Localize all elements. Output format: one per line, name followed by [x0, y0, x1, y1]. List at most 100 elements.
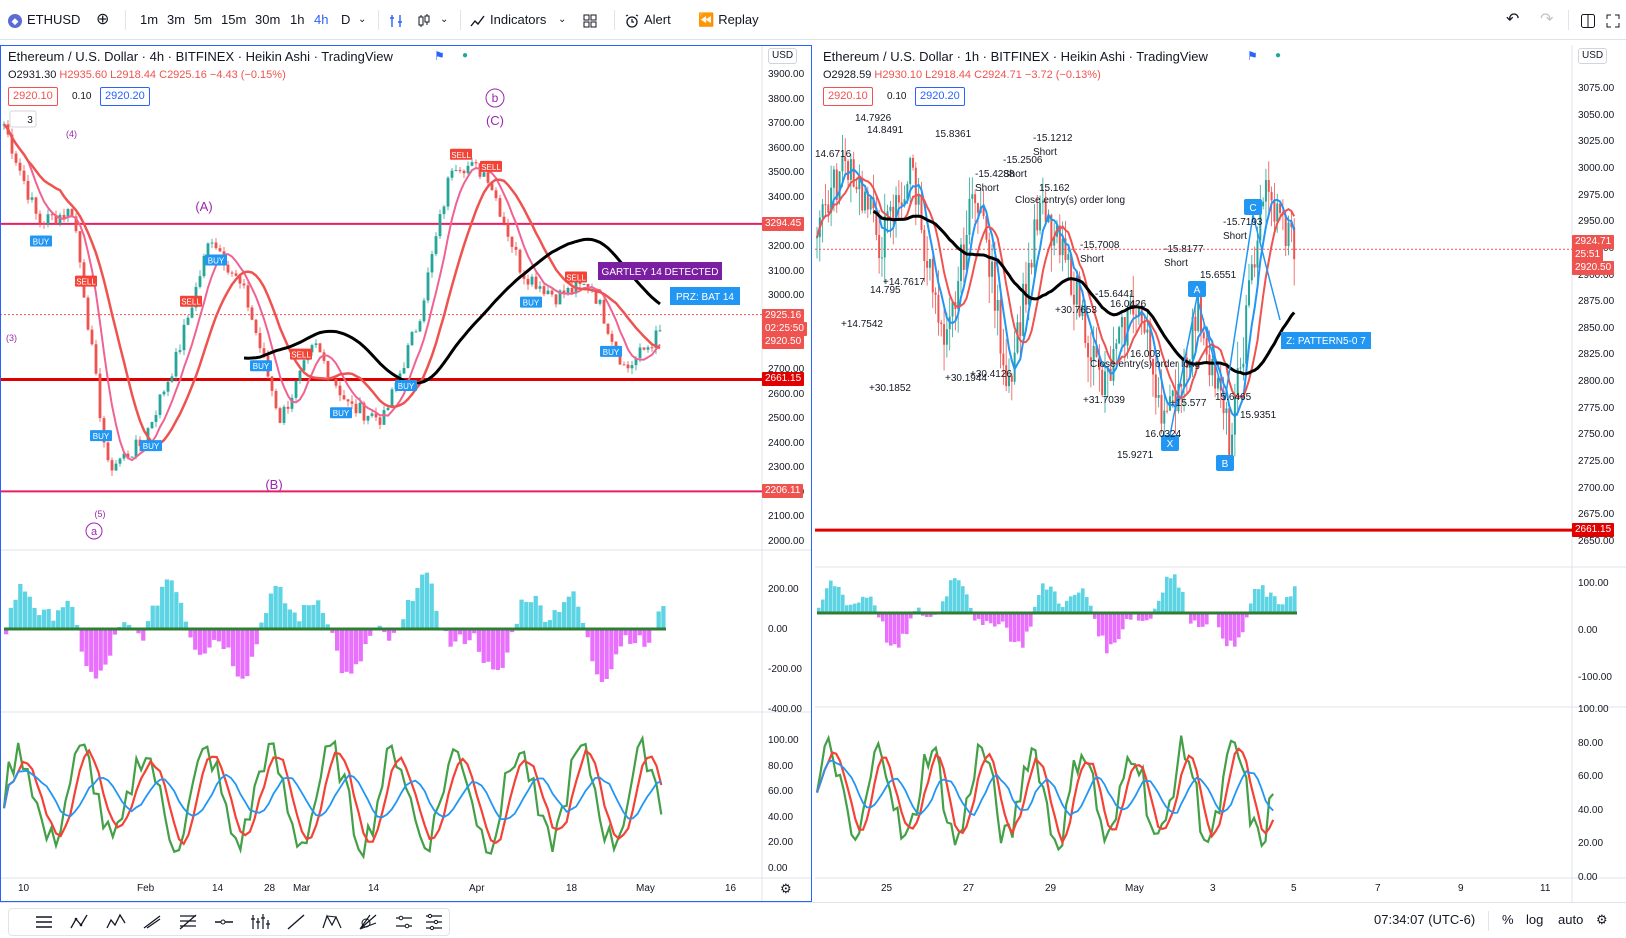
horizontal-lines-icon[interactable] — [33, 912, 55, 932]
buy-button[interactable]: 2920.20 — [915, 87, 965, 106]
bar-style-icon[interactable] — [388, 8, 404, 32]
settings-icon[interactable]: ⚙ — [1596, 912, 1608, 927]
heikin-ashi-candle — [422, 300, 426, 322]
replay-button[interactable]: ⏪ Replay — [698, 8, 759, 32]
signal-badge-text: BUY — [33, 237, 50, 246]
alert-button[interactable]: Alert — [624, 8, 671, 32]
interval-30m[interactable]: 30m — [255, 12, 281, 27]
fullscreen-icon[interactable] — [1606, 8, 1620, 32]
xabcd-pattern-icon[interactable] — [321, 912, 343, 932]
momentum-histogram-bar — [1281, 604, 1285, 613]
pitchfork-icon[interactable] — [423, 912, 445, 932]
parallel-channel-icon[interactable] — [393, 912, 415, 932]
ohlc-high: H2935.60 — [59, 69, 108, 81]
horizontal-ray-icon[interactable] — [213, 912, 235, 932]
momentum-histogram-bar — [287, 609, 292, 629]
momentum-histogram-bar — [1221, 613, 1225, 639]
buy-button[interactable]: 2920.20 — [100, 87, 150, 106]
chevron-down-icon[interactable]: ⌄ — [558, 14, 567, 25]
flag-icon[interactable]: ⚑ — [1247, 49, 1258, 63]
interval-15m[interactable]: 15m — [221, 12, 247, 27]
heikin-ashi-candle — [835, 169, 838, 201]
strategy-annotation: +31.7039 — [1083, 395, 1125, 406]
heikin-ashi-candle — [358, 402, 362, 414]
momentum-histogram-bar — [1177, 587, 1181, 613]
momentum-histogram-bar — [486, 629, 491, 662]
heikin-ashi-candle — [438, 214, 442, 237]
candles-icon[interactable] — [416, 8, 432, 32]
heikin-ashi-candle — [858, 178, 861, 190]
heikin-ashi-candle — [414, 331, 418, 333]
interval-4h[interactable]: 4h — [314, 12, 329, 27]
signal-badge-text: BUY — [143, 442, 160, 451]
fib-retracement-icon[interactable] — [177, 912, 199, 932]
log-scale-toggle[interactable]: log — [1526, 912, 1544, 927]
momentum-histogram-bar — [821, 599, 825, 613]
momentum-histogram-bar — [188, 629, 193, 638]
left-chart-panel[interactable]: BUY SELL BUY BUY SELL BUY BUY SELL BUY BUY SELL SEL… — [0, 45, 812, 902]
auto-scale-toggle[interactable]: auto — [1558, 912, 1584, 927]
left-chart-canvas[interactable]: BUY SELL BUY BUY SELL BUY BUY SELL BUY BUY SELL SEL… — [0, 45, 812, 902]
undo-icon[interactable]: ↶ — [1506, 11, 1520, 28]
line-tool-icon[interactable] — [285, 912, 307, 932]
heikin-ashi-candle — [126, 453, 130, 458]
momentum-histogram-bar — [519, 599, 524, 629]
right-chart-panel[interactable]: C A X B Z: PATTERN5-0 7 -15.1212 Short -15.2506… — [815, 45, 1626, 902]
heikin-ashi-candle — [1191, 316, 1194, 360]
right-rsi-axis[interactable]: 100.00 80.00 60.00 40.00 20.00 0.00 — [1572, 45, 1626, 902]
toolbar-divider — [460, 10, 461, 30]
chevron-down-icon[interactable]: ⌄ — [440, 14, 449, 25]
interval-d[interactable]: D — [341, 12, 351, 27]
ema-fast — [3, 123, 661, 462]
signal-badge — [250, 360, 272, 372]
heikin-ashi-candle — [1174, 390, 1177, 412]
price-tick: 2975.00 — [1578, 189, 1615, 201]
heikin-ashi-candle — [642, 347, 646, 350]
heikin-ashi-candle — [1180, 383, 1183, 387]
indicators-button[interactable]: Indicators — [470, 8, 546, 32]
interval-1h[interactable]: 1h — [290, 12, 305, 27]
heikin-ashi-candle — [630, 365, 634, 369]
abcd-pattern-icon[interactable] — [69, 912, 91, 932]
interval-3m[interactable]: 3m — [167, 12, 186, 27]
gann-fan-icon[interactable] — [357, 912, 379, 932]
momentum-histogram-bar — [969, 607, 973, 613]
left-osc-axis[interactable]: 200.00 0.00 -200.00 -400.00 — [762, 45, 812, 902]
sell-button[interactable]: 2920.10 — [8, 87, 58, 106]
add-compare-icon[interactable]: ⊕ — [96, 11, 110, 28]
currency-button[interactable]: USD — [1578, 48, 1608, 64]
interval-1m[interactable]: 1m — [140, 12, 159, 27]
elliott-wave-icon[interactable] — [105, 912, 127, 932]
rsi-line-slow — [816, 759, 1274, 817]
flag-icon[interactable]: ⚑ — [434, 49, 445, 63]
settings-icon[interactable]: ⚙ — [780, 881, 792, 896]
left-time-axis[interactable]: 10 Feb 14 28 Mar 14 Apr 18 May 16 — [0, 881, 760, 899]
right-price-axis[interactable]: 3075.00 3050.00 3025.00 3000.00 2975.00 2950.… — [1572, 45, 1626, 902]
left-rsi-axis[interactable]: 100.00 80.00 60.00 40.00 20.00 0.00 — [762, 45, 812, 902]
momentum-histogram-bar — [273, 585, 278, 629]
right-osc-axis[interactable]: 100.00 0.00 -100.00 — [1572, 45, 1626, 902]
momentum-histogram-bar — [112, 629, 118, 635]
right-time-axis[interactable]: 25 27 29 May 3 5 7 9 11 — [815, 881, 1570, 899]
chevron-down-icon[interactable]: ⌄ — [358, 14, 367, 25]
clock-timezone[interactable]: 07:34:07 (UTC-6) — [1374, 912, 1476, 927]
momentum-histogram-bar — [941, 601, 945, 613]
layout-icon[interactable] — [1580, 8, 1596, 32]
heikin-ashi-candle — [226, 264, 230, 273]
percent-scale-toggle[interactable]: % — [1502, 912, 1514, 927]
heikin-ashi-candle — [270, 376, 274, 391]
redo-icon[interactable]: ↷ — [1540, 11, 1554, 28]
templates-icon[interactable] — [582, 8, 598, 32]
bars-pattern-icon[interactable] — [249, 912, 271, 932]
heikin-ashi-candle — [190, 307, 194, 318]
sell-button[interactable]: 2920.10 — [823, 87, 873, 106]
heikin-ashi-candle — [1279, 203, 1282, 214]
heikin-ashi-candle — [830, 187, 833, 213]
heikin-ashi-candle — [198, 276, 202, 287]
trend-line-icon[interactable] — [141, 912, 163, 932]
heikin-ashi-candle — [134, 439, 138, 457]
symbol-search-button[interactable]: ◆ ETHUSD — [8, 8, 80, 32]
currency-button[interactable]: USD — [768, 48, 798, 64]
interval-5m[interactable]: 5m — [194, 12, 213, 27]
